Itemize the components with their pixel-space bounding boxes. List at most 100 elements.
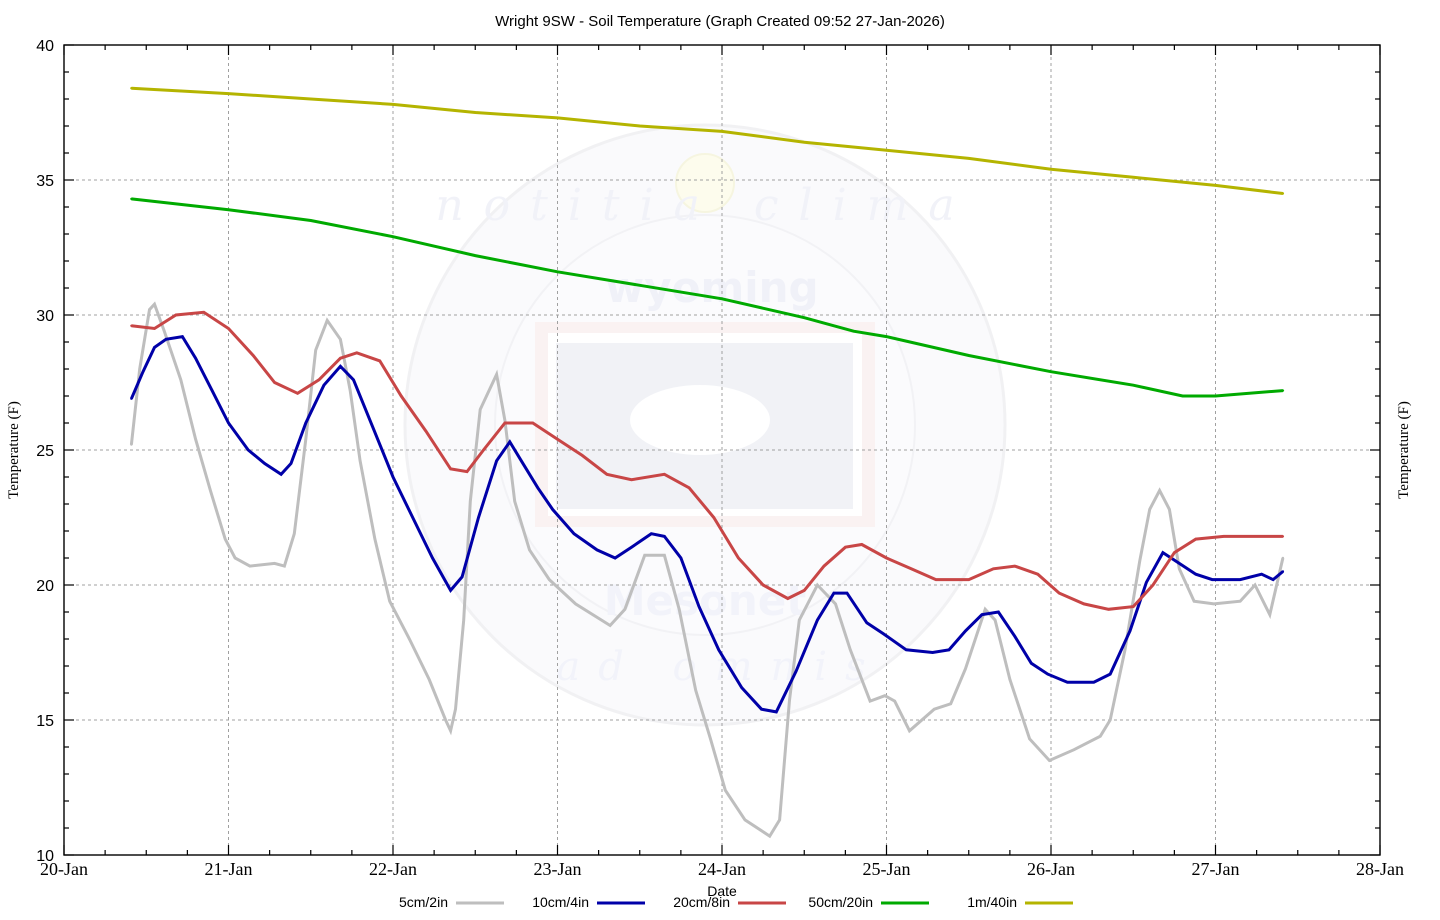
data-point xyxy=(388,600,391,603)
data-point xyxy=(816,583,819,587)
data-point xyxy=(503,421,507,425)
data-point xyxy=(967,578,970,581)
data-point xyxy=(984,608,987,611)
data-point xyxy=(786,597,789,600)
data-point xyxy=(1109,672,1112,676)
data-point xyxy=(638,124,641,128)
data-point xyxy=(581,454,584,457)
data-point xyxy=(860,543,863,546)
data-point xyxy=(148,308,151,311)
data-point xyxy=(164,338,168,341)
chart-title: Wright 9SW - Soil Temperature (Graph Cre… xyxy=(495,13,945,30)
data-point xyxy=(1158,489,1161,492)
data-point xyxy=(1066,681,1069,684)
data-point xyxy=(317,378,321,381)
data-point xyxy=(775,710,778,714)
x-axis-label: Date xyxy=(707,883,737,899)
data-point xyxy=(130,87,133,90)
data-point xyxy=(449,467,452,471)
x-tick-label: 23-Jan xyxy=(534,859,582,879)
legend-label: 5cm/2in xyxy=(399,894,448,910)
data-point xyxy=(630,546,633,549)
data-point xyxy=(556,438,559,441)
data-point xyxy=(202,311,205,314)
data-point xyxy=(1148,508,1151,511)
data-point xyxy=(400,394,403,398)
legend-label: 20cm/8in xyxy=(673,894,730,910)
y-tick-label: 35 xyxy=(36,173,54,190)
data-point xyxy=(1151,583,1155,587)
data-point xyxy=(174,313,178,317)
data-point xyxy=(233,556,237,560)
data-point xyxy=(1132,605,1135,608)
data-point xyxy=(1013,635,1016,638)
data-point xyxy=(411,516,414,519)
data-point xyxy=(1168,508,1171,511)
sun-icon xyxy=(675,153,735,213)
x-tick-label: 27-Jan xyxy=(1192,859,1240,879)
data-point xyxy=(1128,629,1132,633)
data-point xyxy=(803,141,806,144)
data-point xyxy=(153,327,156,330)
data-point xyxy=(832,591,836,595)
legend-label: 10cm/4in xyxy=(532,894,589,910)
data-point xyxy=(548,578,551,581)
x-tick-label: 21-Jan xyxy=(205,859,253,879)
data-point xyxy=(551,508,554,511)
data-point xyxy=(798,618,801,622)
data-point xyxy=(868,699,872,703)
data-point xyxy=(469,500,472,503)
data-point xyxy=(1082,602,1086,606)
data-point xyxy=(408,637,411,641)
data-point xyxy=(964,629,967,633)
data-point xyxy=(391,235,395,238)
data-point xyxy=(608,624,612,627)
data-point xyxy=(227,327,230,330)
data-point xyxy=(717,648,720,651)
data-point xyxy=(679,556,683,560)
data-point xyxy=(528,548,531,552)
data-point xyxy=(905,648,908,651)
x-tick-label: 24-Jan xyxy=(698,859,746,879)
data-point xyxy=(1008,678,1012,681)
data-point xyxy=(252,354,255,357)
data-point xyxy=(449,729,452,732)
legend-item: 5cm/2in xyxy=(399,894,504,910)
data-point xyxy=(643,554,646,557)
data-point xyxy=(339,365,342,368)
data-point xyxy=(424,429,428,433)
data-point xyxy=(1281,192,1285,195)
data-point xyxy=(293,532,296,535)
data-point xyxy=(273,381,276,384)
series-20cm-8in xyxy=(130,310,1285,611)
data-point xyxy=(949,702,952,705)
legend-label: 1m/40in xyxy=(967,894,1017,910)
data-point xyxy=(743,818,747,822)
data-point xyxy=(194,357,197,360)
data-point xyxy=(130,197,133,201)
data-point xyxy=(822,564,826,568)
data-point xyxy=(1048,759,1051,762)
data-point xyxy=(474,111,477,114)
y-tick-label: 25 xyxy=(36,443,54,460)
data-point xyxy=(1030,662,1033,665)
data-point xyxy=(1092,681,1096,684)
data-point xyxy=(1138,559,1142,562)
data-point xyxy=(1260,573,1263,576)
data-point xyxy=(449,589,452,592)
data-point xyxy=(1192,600,1196,603)
data-point xyxy=(349,389,352,392)
data-point xyxy=(1271,578,1275,581)
axis-ticks xyxy=(63,44,1381,856)
data-point xyxy=(556,270,559,273)
data-point xyxy=(1049,168,1053,171)
data-point xyxy=(1132,384,1135,387)
data-point xyxy=(372,427,375,430)
data-point xyxy=(1161,551,1165,554)
data-point xyxy=(309,97,312,101)
data-point xyxy=(479,408,482,411)
data-point xyxy=(1214,394,1217,398)
data-point xyxy=(1212,602,1216,606)
data-point xyxy=(138,367,141,371)
data-point xyxy=(141,370,145,373)
